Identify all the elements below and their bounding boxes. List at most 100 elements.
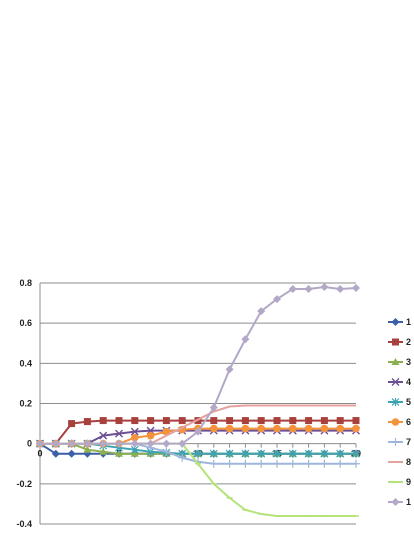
data-point [67,439,76,448]
legend-label: 3 [406,357,411,367]
data-point [178,439,187,448]
data-point [320,417,328,425]
data-point [241,459,250,468]
data-point [209,449,218,458]
legend-item: 1 [388,317,411,327]
legend-label: 7 [406,437,411,447]
y-tick-label: 0.2 [19,399,32,409]
data-point [130,427,139,436]
data-point [131,417,139,425]
data-point [225,459,234,468]
data-point [352,459,360,468]
data-point [225,449,234,458]
data-point [178,453,187,462]
data-point [273,417,281,425]
legend-label: 1 [406,317,411,327]
data-point [336,417,344,425]
data-point [51,439,60,448]
data-point [257,459,266,468]
data-point [288,285,297,294]
data-point [289,424,297,433]
y-tick-label: -0.2 [16,479,32,489]
legend-item: 7 [388,437,411,447]
x-tick-label: 0 [37,449,42,459]
data-point [273,295,281,304]
data-point [320,283,329,292]
data-point [83,445,92,453]
y-tick-label: -0.4 [16,519,32,529]
data-point [289,417,297,425]
data-point [336,459,345,468]
data-point [391,398,400,406]
data-point [391,418,400,426]
data-point [51,449,60,458]
y-tick-label: 0 [27,439,32,449]
y-tick-label: 0.6 [19,318,32,328]
data-point [336,285,345,294]
legend-item: 9 [388,477,411,487]
data-point [391,358,400,365]
data-point [241,449,250,458]
data-point [273,449,281,458]
data-point [273,424,281,433]
legend-item: 6 [388,417,411,427]
data-point [146,439,155,448]
data-point [288,449,297,458]
data-point [115,449,123,457]
data-point [131,433,139,442]
legend-item: 2 [388,337,411,347]
data-point [194,449,202,458]
data-point [241,335,250,344]
data-point [210,424,218,433]
data-point [162,447,171,456]
data-point [83,439,92,448]
legend-item: 5 [388,397,411,407]
legend-label: 9 [406,477,411,487]
legend-item: 1 [388,497,411,507]
series-lines [36,283,360,517]
data-point [320,459,329,468]
data-point [352,284,360,293]
gridlines [40,282,356,525]
data-point [115,429,123,438]
data-point [273,459,281,468]
data-point [304,424,313,433]
data-point [392,338,399,346]
data-point [36,439,44,448]
data-point [304,449,313,458]
data-point [320,424,329,433]
data-point [352,424,360,433]
data-point [83,418,91,426]
data-point [241,424,250,433]
data-point [336,449,345,458]
data-point [209,459,218,468]
data-point [99,431,108,440]
legend-label: 8 [406,457,411,467]
data-point [391,378,400,386]
data-point [68,420,76,428]
data-point [391,438,400,446]
data-point [226,417,234,425]
data-point [147,417,155,425]
y-tick-label: 0.4 [19,358,32,368]
data-point [162,439,171,448]
data-point [288,459,297,468]
data-point [241,417,249,425]
legend: 1 2 3 4 5 6 7 8 9 1 [388,317,411,507]
data-point [257,424,266,433]
legend-label: 1 [406,497,411,507]
data-point [304,285,313,294]
data-point [194,427,202,436]
data-point [99,417,107,425]
data-point [304,459,313,468]
data-point [115,439,123,448]
data-point [352,417,360,425]
data-point [99,447,108,455]
data-point [225,365,234,374]
legend-label: 6 [406,417,411,427]
data-point [320,449,329,458]
data-point [391,498,400,506]
data-point [257,449,266,458]
data-point [146,431,155,440]
